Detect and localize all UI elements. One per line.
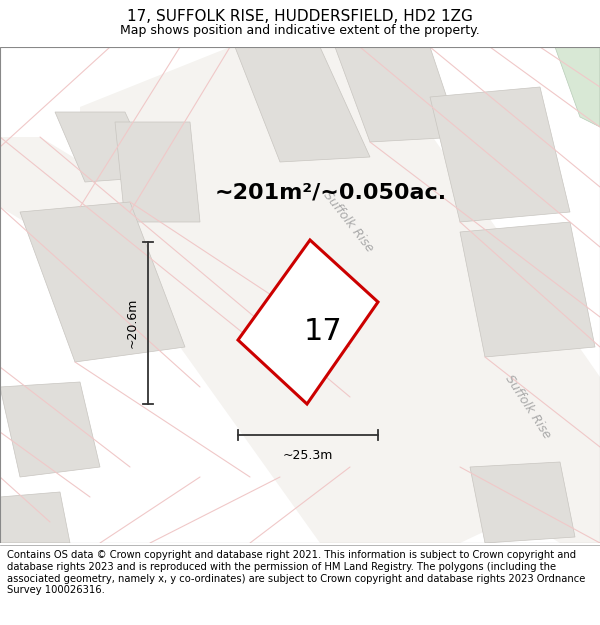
Polygon shape	[430, 87, 570, 222]
Polygon shape	[238, 240, 378, 404]
Polygon shape	[460, 222, 595, 357]
Text: ~201m²/~0.050ac.: ~201m²/~0.050ac.	[215, 182, 447, 202]
Polygon shape	[335, 47, 460, 142]
Text: Suffolk Rise: Suffolk Rise	[503, 372, 553, 441]
Polygon shape	[0, 382, 100, 477]
Text: ~25.3m: ~25.3m	[283, 449, 333, 462]
Polygon shape	[470, 462, 575, 543]
Text: ~20.6m: ~20.6m	[126, 298, 139, 348]
Text: Contains OS data © Crown copyright and database right 2021. This information is : Contains OS data © Crown copyright and d…	[7, 551, 586, 595]
Polygon shape	[555, 47, 600, 127]
Polygon shape	[20, 202, 185, 362]
Text: Suffolk Rise: Suffolk Rise	[320, 189, 376, 255]
Text: 17: 17	[304, 317, 343, 346]
Polygon shape	[80, 47, 600, 543]
Polygon shape	[0, 492, 70, 543]
Polygon shape	[55, 112, 155, 182]
Polygon shape	[0, 137, 600, 543]
Text: Map shows position and indicative extent of the property.: Map shows position and indicative extent…	[120, 24, 480, 37]
Polygon shape	[235, 47, 370, 162]
Text: 17, SUFFOLK RISE, HUDDERSFIELD, HD2 1ZG: 17, SUFFOLK RISE, HUDDERSFIELD, HD2 1ZG	[127, 9, 473, 24]
Polygon shape	[115, 122, 200, 222]
